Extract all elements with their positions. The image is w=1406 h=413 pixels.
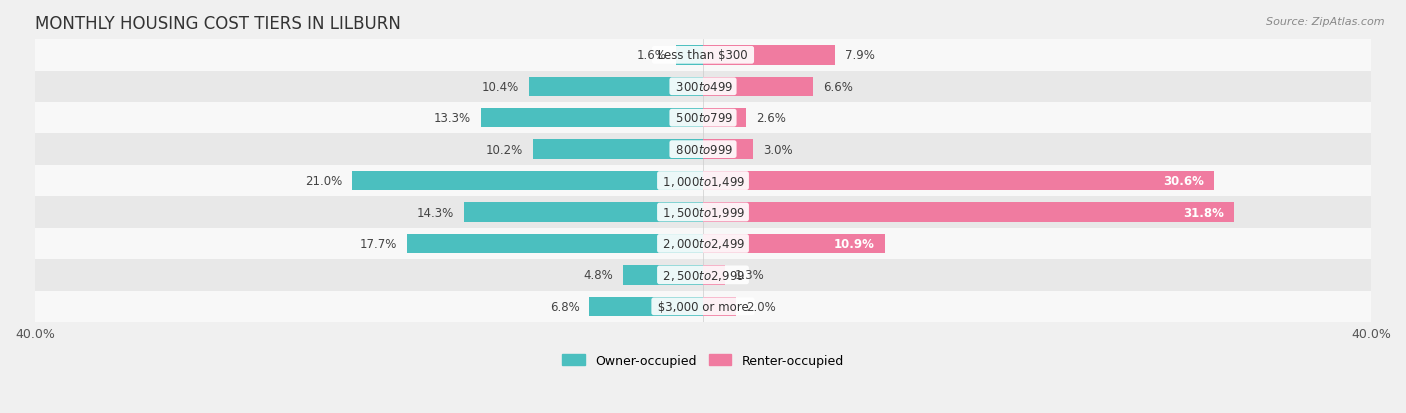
- Bar: [703, 77, 813, 97]
- Bar: [703, 297, 737, 316]
- Bar: [533, 140, 703, 159]
- Text: 6.8%: 6.8%: [550, 300, 579, 313]
- Text: 31.8%: 31.8%: [1184, 206, 1225, 219]
- Bar: [703, 140, 754, 159]
- Text: 10.9%: 10.9%: [834, 237, 875, 250]
- Text: 10.2%: 10.2%: [485, 143, 523, 156]
- Text: MONTHLY HOUSING COST TIERS IN LILBURN: MONTHLY HOUSING COST TIERS IN LILBURN: [35, 15, 401, 33]
- Bar: [353, 171, 703, 191]
- Bar: [35, 259, 1371, 291]
- Text: $300 to $499: $300 to $499: [672, 81, 734, 93]
- Text: 10.4%: 10.4%: [482, 81, 519, 93]
- Text: 30.6%: 30.6%: [1163, 175, 1204, 188]
- Bar: [703, 266, 724, 285]
- Text: 2.6%: 2.6%: [756, 112, 786, 125]
- Text: 17.7%: 17.7%: [360, 237, 398, 250]
- Bar: [529, 77, 703, 97]
- Text: $2,000 to $2,499: $2,000 to $2,499: [659, 237, 747, 251]
- Text: 6.6%: 6.6%: [824, 81, 853, 93]
- Bar: [703, 203, 1234, 222]
- Bar: [35, 291, 1371, 322]
- Text: 3.0%: 3.0%: [763, 143, 793, 156]
- Bar: [35, 103, 1371, 134]
- Bar: [35, 197, 1371, 228]
- Text: $2,500 to $2,999: $2,500 to $2,999: [659, 268, 747, 282]
- Bar: [35, 166, 1371, 197]
- Bar: [703, 46, 835, 65]
- Text: 13.3%: 13.3%: [433, 112, 471, 125]
- Text: $1,500 to $1,999: $1,500 to $1,999: [659, 206, 747, 219]
- Bar: [35, 40, 1371, 71]
- Text: Less than $300: Less than $300: [654, 49, 752, 62]
- Text: 14.3%: 14.3%: [418, 206, 454, 219]
- Text: 2.0%: 2.0%: [747, 300, 776, 313]
- Bar: [35, 71, 1371, 103]
- Bar: [35, 228, 1371, 259]
- Text: $1,000 to $1,499: $1,000 to $1,499: [659, 174, 747, 188]
- Text: 4.8%: 4.8%: [583, 269, 613, 282]
- Bar: [703, 171, 1213, 191]
- Text: $3,000 or more: $3,000 or more: [654, 300, 752, 313]
- Bar: [703, 234, 884, 254]
- Bar: [589, 297, 703, 316]
- Text: $800 to $999: $800 to $999: [672, 143, 734, 156]
- Text: 1.6%: 1.6%: [637, 49, 666, 62]
- Bar: [703, 109, 747, 128]
- Text: 7.9%: 7.9%: [845, 49, 875, 62]
- Text: 21.0%: 21.0%: [305, 175, 342, 188]
- Text: Source: ZipAtlas.com: Source: ZipAtlas.com: [1267, 17, 1385, 26]
- Legend: Owner-occupied, Renter-occupied: Owner-occupied, Renter-occupied: [562, 354, 844, 367]
- Bar: [464, 203, 703, 222]
- Bar: [35, 134, 1371, 166]
- Bar: [623, 266, 703, 285]
- Text: 1.3%: 1.3%: [735, 269, 765, 282]
- Bar: [676, 46, 703, 65]
- Bar: [408, 234, 703, 254]
- Text: $500 to $799: $500 to $799: [672, 112, 734, 125]
- Bar: [481, 109, 703, 128]
